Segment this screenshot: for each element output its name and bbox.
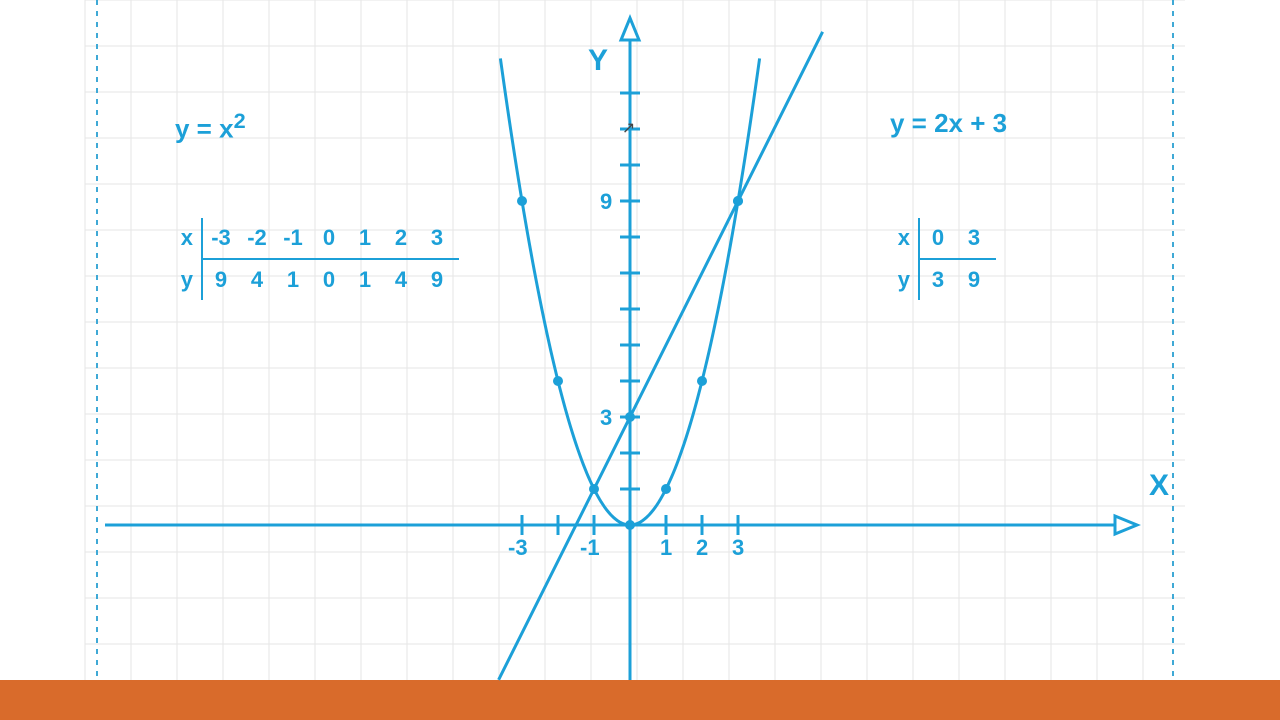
y-tick-label: 9 (600, 189, 612, 214)
table-cell: 9 (203, 260, 239, 300)
orange-bottom-bar (0, 680, 1280, 720)
equation-line-text: y = 2x + 3 (890, 108, 1007, 138)
y-axis-arrow-icon (621, 18, 639, 40)
line-point (733, 196, 743, 206)
table-row: y9410149 (165, 260, 459, 300)
table-cell: 0 (311, 260, 347, 300)
table-cell: 4 (383, 260, 419, 300)
x-tick-label: 1 (660, 535, 672, 560)
equation-parabola: y = x2 (175, 108, 246, 145)
x-axis-arrow-icon (1115, 516, 1137, 534)
parabola-point (625, 520, 635, 530)
table-row: x-3-2-10123 (165, 218, 459, 258)
table-cell: 1 (347, 260, 383, 300)
table-row-label: y (165, 260, 201, 300)
table-cell: 9 (956, 260, 992, 300)
table-cell: 0 (311, 218, 347, 258)
table-row-label: x (165, 218, 201, 258)
value-table-parabola: x-3-2-10123y9410149 (165, 218, 459, 300)
value-table-line: x03y39 (882, 218, 996, 300)
x-tick-label: -1 (580, 535, 600, 560)
table-cell: 1 (275, 260, 311, 300)
table-row-label: x (882, 218, 918, 258)
table-cell: 9 (419, 260, 455, 300)
x-tick-label: -3 (508, 535, 528, 560)
parabola-point (553, 376, 563, 386)
table-row: y39 (882, 260, 996, 300)
x-tick-label: 2 (696, 535, 708, 560)
x-tick-label: 3 (732, 535, 744, 560)
parabola-point (661, 484, 671, 494)
parabola-point (589, 484, 599, 494)
table-cell: 3 (920, 260, 956, 300)
mouse-cursor-icon: ↖ (622, 118, 635, 138)
table-cell: 1 (347, 218, 383, 258)
stage: XY-3-112339 y = x2 y = 2x + 3 x-3-2-1012… (0, 0, 1280, 720)
equation-parabola-text: y = x (175, 114, 234, 144)
table-cell: -2 (239, 218, 275, 258)
x-axis-label: X (1149, 469, 1169, 502)
line-curve (499, 32, 823, 680)
parabola-point (517, 196, 527, 206)
table-cell: 3 (419, 218, 455, 258)
table-cell: -3 (203, 218, 239, 258)
line-point (625, 412, 635, 422)
table-row-label: y (882, 260, 918, 300)
y-axis-label: Y (588, 44, 608, 77)
equation-line: y = 2x + 3 (890, 108, 1007, 139)
equation-parabola-sup: 2 (234, 108, 246, 133)
table-cell: 3 (956, 218, 992, 258)
parabola-point (697, 376, 707, 386)
table-row: x03 (882, 218, 996, 258)
table-cell: 2 (383, 218, 419, 258)
y-tick-label: 3 (600, 405, 612, 430)
table-cell: 4 (239, 260, 275, 300)
background-grid (85, 0, 1185, 680)
table-cell: 0 (920, 218, 956, 258)
table-cell: -1 (275, 218, 311, 258)
